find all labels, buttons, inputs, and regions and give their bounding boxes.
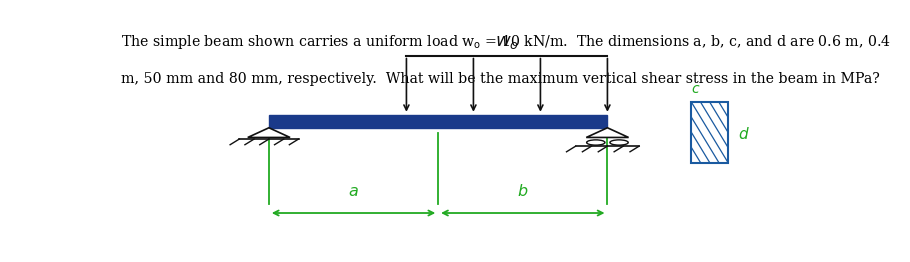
Polygon shape	[248, 128, 290, 138]
Text: m, 50 mm and 80 mm, respectively.  What will be the maximum vertical shear stres: m, 50 mm and 80 mm, respectively. What w…	[121, 72, 880, 86]
Text: c: c	[692, 82, 699, 96]
Text: a: a	[349, 184, 359, 199]
Circle shape	[587, 140, 605, 145]
Bar	[692, 102, 728, 162]
Text: b: b	[518, 184, 528, 199]
Bar	[269, 115, 608, 128]
Text: $w_o$: $w_o$	[495, 32, 519, 51]
Bar	[692, 102, 728, 162]
Polygon shape	[586, 128, 629, 138]
Text: d: d	[739, 127, 748, 142]
Circle shape	[610, 140, 628, 145]
Text: The simple beam shown carries a uniform load w$_\mathrm{o}$ = 10 kN/m.  The dime: The simple beam shown carries a uniform …	[121, 34, 891, 51]
